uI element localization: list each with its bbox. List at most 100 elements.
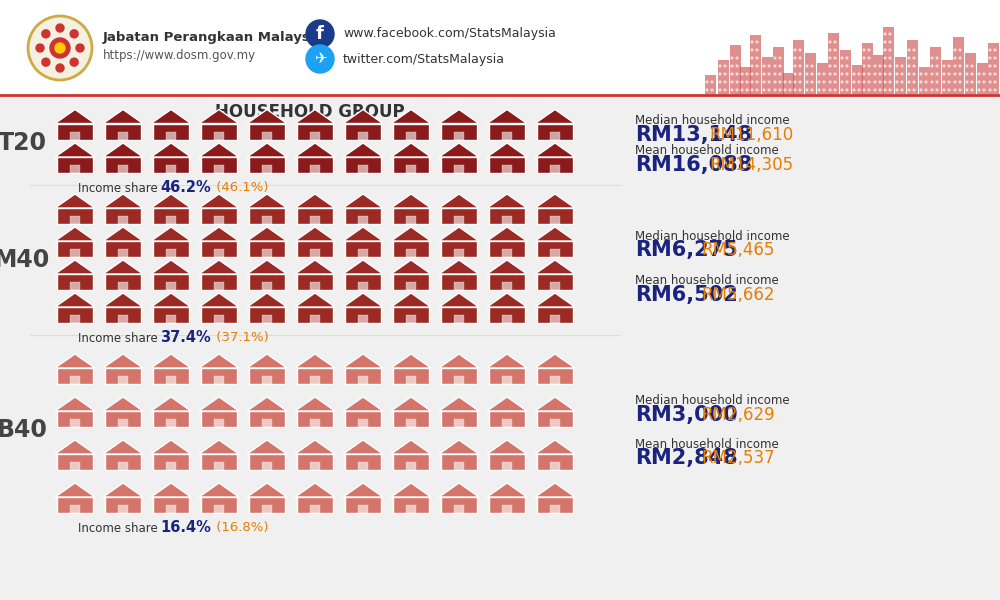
Circle shape bbox=[42, 30, 50, 38]
Bar bbox=[105, 208, 141, 224]
Bar bbox=[537, 124, 573, 139]
Text: Income share: Income share bbox=[78, 331, 162, 344]
Bar bbox=[441, 157, 477, 173]
Circle shape bbox=[794, 49, 796, 51]
Polygon shape bbox=[439, 109, 479, 124]
Polygon shape bbox=[535, 293, 575, 307]
Circle shape bbox=[834, 81, 836, 83]
Circle shape bbox=[724, 73, 726, 75]
Polygon shape bbox=[295, 440, 335, 454]
Bar bbox=[105, 497, 141, 513]
Polygon shape bbox=[151, 227, 191, 241]
Bar bbox=[502, 419, 512, 427]
Text: 37.4%: 37.4% bbox=[160, 331, 211, 346]
Bar bbox=[454, 282, 464, 290]
Bar bbox=[862, 43, 873, 95]
Bar bbox=[454, 505, 464, 513]
Circle shape bbox=[306, 45, 334, 73]
Circle shape bbox=[863, 49, 865, 51]
Circle shape bbox=[736, 57, 738, 59]
Circle shape bbox=[879, 73, 881, 75]
Polygon shape bbox=[295, 109, 335, 124]
Circle shape bbox=[989, 57, 991, 59]
Circle shape bbox=[943, 89, 945, 91]
Polygon shape bbox=[55, 143, 95, 157]
Bar bbox=[406, 315, 416, 323]
Polygon shape bbox=[391, 227, 431, 241]
Bar bbox=[297, 307, 333, 323]
Bar bbox=[57, 208, 93, 224]
Bar bbox=[406, 419, 416, 427]
Circle shape bbox=[971, 81, 973, 83]
Circle shape bbox=[846, 57, 848, 59]
Bar bbox=[988, 43, 999, 95]
Circle shape bbox=[829, 81, 831, 83]
Polygon shape bbox=[439, 440, 479, 454]
Bar bbox=[406, 376, 416, 384]
Circle shape bbox=[913, 57, 915, 59]
Polygon shape bbox=[247, 143, 287, 157]
Polygon shape bbox=[535, 260, 575, 274]
Circle shape bbox=[868, 81, 870, 83]
Circle shape bbox=[768, 73, 770, 75]
Bar bbox=[345, 454, 381, 470]
Bar bbox=[297, 454, 333, 470]
Bar bbox=[70, 165, 80, 173]
Bar bbox=[393, 208, 429, 224]
Circle shape bbox=[706, 89, 708, 91]
Text: (46.1%): (46.1%) bbox=[212, 181, 268, 194]
Circle shape bbox=[913, 81, 915, 83]
Circle shape bbox=[55, 43, 65, 53]
Circle shape bbox=[841, 65, 843, 67]
Circle shape bbox=[925, 89, 927, 91]
Polygon shape bbox=[55, 293, 95, 307]
Text: Income share: Income share bbox=[78, 521, 162, 535]
Text: Mean household income: Mean household income bbox=[635, 275, 779, 287]
Circle shape bbox=[853, 89, 855, 91]
Polygon shape bbox=[199, 194, 239, 208]
Bar bbox=[489, 497, 525, 513]
Bar bbox=[57, 454, 93, 470]
Circle shape bbox=[868, 73, 870, 75]
Bar bbox=[953, 37, 964, 95]
Polygon shape bbox=[55, 397, 95, 411]
Bar bbox=[297, 411, 333, 427]
Bar bbox=[393, 411, 429, 427]
Circle shape bbox=[756, 89, 758, 91]
Bar bbox=[105, 157, 141, 173]
Polygon shape bbox=[55, 227, 95, 241]
Bar bbox=[750, 35, 761, 95]
Polygon shape bbox=[439, 397, 479, 411]
Circle shape bbox=[959, 49, 961, 51]
Bar bbox=[310, 376, 320, 384]
Text: (37.1%): (37.1%) bbox=[212, 331, 269, 344]
Circle shape bbox=[889, 89, 891, 91]
Text: Income share: Income share bbox=[78, 181, 162, 194]
Polygon shape bbox=[487, 440, 527, 454]
Circle shape bbox=[948, 65, 950, 67]
Circle shape bbox=[719, 73, 721, 75]
Bar bbox=[214, 216, 224, 224]
Circle shape bbox=[818, 89, 820, 91]
Circle shape bbox=[896, 65, 898, 67]
Circle shape bbox=[56, 24, 64, 32]
Polygon shape bbox=[247, 397, 287, 411]
Bar bbox=[705, 75, 716, 95]
Polygon shape bbox=[391, 397, 431, 411]
Polygon shape bbox=[487, 260, 527, 274]
Bar bbox=[166, 165, 176, 173]
Circle shape bbox=[994, 65, 996, 67]
Polygon shape bbox=[55, 354, 95, 368]
Circle shape bbox=[741, 81, 743, 83]
Bar bbox=[550, 131, 560, 139]
Bar bbox=[118, 462, 128, 470]
Circle shape bbox=[731, 73, 733, 75]
Bar bbox=[70, 282, 80, 290]
Bar bbox=[441, 208, 477, 224]
Circle shape bbox=[913, 49, 915, 51]
Circle shape bbox=[829, 57, 831, 59]
Circle shape bbox=[994, 49, 996, 51]
Circle shape bbox=[889, 57, 891, 59]
Circle shape bbox=[954, 49, 956, 51]
Circle shape bbox=[746, 89, 748, 91]
